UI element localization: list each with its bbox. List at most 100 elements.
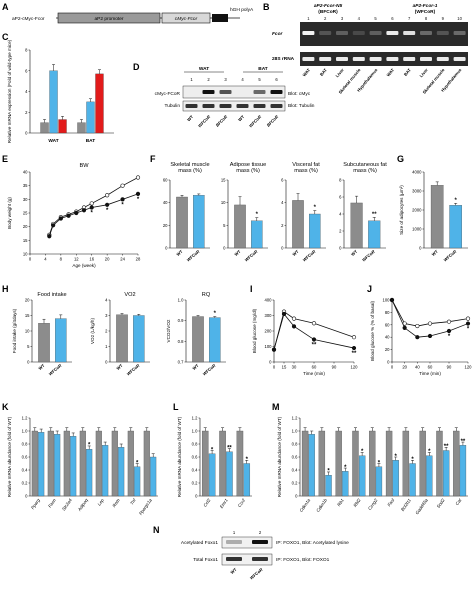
chart-m-ylabel: Relative mRNA abundance (fold of WT) xyxy=(277,416,282,497)
chart-l-ytick-label: 0.2 xyxy=(192,481,198,486)
chart-f1-ytick-label: 0 xyxy=(165,246,168,251)
chart-g-significance: * xyxy=(455,198,458,204)
chart-e-xtick-label: 8 xyxy=(60,257,63,262)
chart-e-xtick-label: 4 xyxy=(44,257,47,262)
chart-j-significance: * xyxy=(467,327,470,333)
chart-i-significance: ** xyxy=(312,343,317,349)
chart-j-ytick-label: 80 xyxy=(385,310,390,315)
chart-h2-ytick-label: 2 xyxy=(105,329,108,334)
chart-c-xtick-label: WAT xyxy=(48,138,58,144)
chart-g-ytick-label: 4000 xyxy=(412,170,422,175)
chart-h2-xtick-label: WFCoR xyxy=(126,363,141,377)
chart-g-ylabel: Size of adipocytes (µm²) xyxy=(399,185,404,235)
chart-h3-xtick-label: WT xyxy=(191,363,200,371)
chart-e-ytick-label: 25 xyxy=(23,211,28,216)
chart-i-point xyxy=(351,335,357,340)
chart-i-ylabel: Blood glucose (mg/dl) xyxy=(252,308,257,353)
blot-n-lane-number: 1 xyxy=(233,530,236,535)
chart-k-bar xyxy=(86,449,93,497)
chart-e-point xyxy=(58,216,63,221)
blot-d-row1-strip xyxy=(182,85,286,99)
chart-j-significance: * xyxy=(448,334,451,340)
chart-m-xtick-label: Ccng2 xyxy=(367,497,379,511)
panel-m-chart: 0 0.2 0.4 0.6 0.8 1.0 1.2 Relative mRNA abundan… xyxy=(277,416,468,515)
chart-k-bar xyxy=(150,456,157,497)
blot-d-row2-blot: Blot: Tubulin xyxy=(288,103,315,109)
blot-d-lane-number: 5 xyxy=(258,77,261,82)
blot-b-tissue-label: BAT xyxy=(319,67,328,77)
blot-d-genotype-label: WT xyxy=(186,114,194,122)
chart-h2-ytick-label: 1 xyxy=(105,344,108,349)
panel-letter-a: A xyxy=(2,2,9,12)
chart-e-point xyxy=(89,205,94,210)
chart-m-bar xyxy=(409,463,416,497)
chart-f4-significance: ** xyxy=(372,212,377,218)
chart-j-point xyxy=(415,323,420,329)
blot-b-fcor-band xyxy=(403,31,416,35)
chart-l-ytick-label: 1.2 xyxy=(192,416,198,421)
chart-i-ytick-label: 100 xyxy=(265,344,273,349)
panel-j-chart: 0 20 40 60 80 100 Blood glucose % (% of basal)… xyxy=(370,298,472,377)
chart-l-ytick-label: 0.8 xyxy=(192,442,198,447)
chart-m-ytick-label: 1.0 xyxy=(292,429,298,434)
chart-h3-ytick-label: 0.8 xyxy=(178,339,184,344)
panel-letter-m: M xyxy=(272,402,280,412)
panel-letter-c: C xyxy=(2,32,9,42)
chart-k-bar xyxy=(54,434,61,497)
chart-i-point xyxy=(311,321,317,326)
chart-e-point xyxy=(47,234,52,239)
chart-m-ytick-label: 0 xyxy=(295,494,298,499)
chart-i-ytick-label: 400 xyxy=(265,298,273,303)
chart-m-xtick-label: Rbl2 xyxy=(352,497,362,508)
chart-g-bar xyxy=(430,185,444,249)
chart-m-bar xyxy=(385,430,393,497)
chart-g-xtick-label: WFCoR xyxy=(443,249,458,263)
chart-h2-ytick-label: 4 xyxy=(105,298,108,303)
chart-i-point xyxy=(291,316,297,321)
chart-i-xtick-label: 15 xyxy=(282,365,287,370)
blot-n-total-band xyxy=(252,557,268,561)
chart-f4-ytick-label: 4 xyxy=(339,212,342,217)
chart-j-point xyxy=(465,321,471,326)
chart-k-bar xyxy=(143,430,150,497)
chart-h2-title: VO2 xyxy=(124,292,135,298)
chart-c-xtick-label: BAT xyxy=(86,138,96,144)
chart-m-ytick-label: 0.2 xyxy=(292,481,298,486)
chart-m-bar xyxy=(392,460,399,497)
chart-e-ytick-label: 20 xyxy=(23,224,28,229)
chart-h3-ytick-label: 1.0 xyxy=(178,298,184,303)
chart-e-xtick-label: 20 xyxy=(105,257,110,262)
blot-d-lane-number: 6 xyxy=(275,77,278,82)
chart-j-ytick-label: 20 xyxy=(385,347,390,352)
chart-m-bar xyxy=(301,430,309,497)
chart-k-significance: * xyxy=(136,460,139,466)
panel-letter-e: E xyxy=(2,154,8,164)
chart-j-xtick-label: 0 xyxy=(391,365,394,370)
chart-m-significance: * xyxy=(361,449,364,455)
chart-k-bar xyxy=(47,430,54,497)
chart-l-bar xyxy=(219,430,226,497)
chart-m-bar xyxy=(436,430,443,497)
chart-c-bar xyxy=(77,122,86,134)
blot-b-rrna-band xyxy=(319,57,332,61)
chart-l-significance: * xyxy=(211,447,214,453)
chart-c-ytick-label: 6 xyxy=(25,68,28,73)
chart-j-point xyxy=(427,333,433,339)
chart-k-xtick-label: Ppargc1a xyxy=(138,497,153,516)
chart-k-bar xyxy=(95,430,102,497)
chart-f1-xtick-label: WFCoR xyxy=(186,249,201,263)
chart-i-point xyxy=(291,324,297,329)
chart-f2-significance: * xyxy=(256,212,259,218)
panel-a: A aP2-cMyc-Fcor aP2 promoter cMyc-Fcor h… xyxy=(2,2,254,24)
chart-h3-xtick-label: WFCoR xyxy=(202,363,217,377)
blot-n-row2-blot: IP: FOXO1, Blot: FOXO1 xyxy=(276,557,330,563)
blot-n-lane-number: 2 xyxy=(259,530,262,535)
blot-b-rrna-strip xyxy=(300,52,468,66)
blot-d-cmyc-band xyxy=(186,90,198,94)
chart-l-bar xyxy=(208,453,216,497)
polya-box xyxy=(212,14,228,22)
blot-d-row2-strip xyxy=(182,100,286,112)
chart-e-ytick-label: 35 xyxy=(23,183,28,188)
chart-g-xtick-label: WT xyxy=(431,249,440,257)
chart-h1-ytick-label: 5 xyxy=(27,344,30,349)
